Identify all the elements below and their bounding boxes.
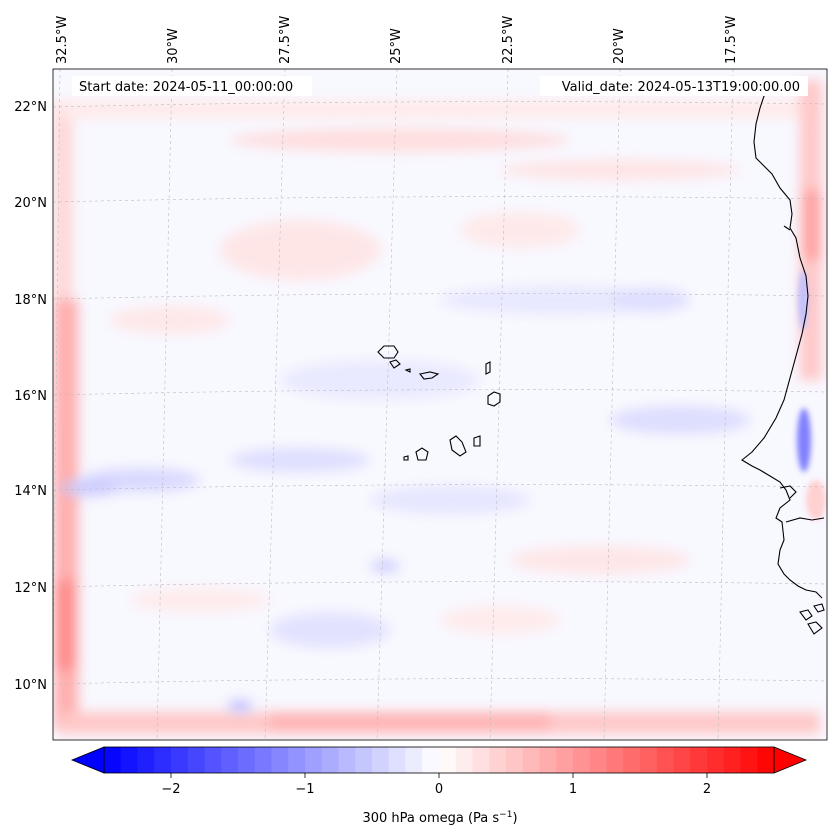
start-date-text: Start date: 2024-05-11_00:00:00 <box>79 80 293 95</box>
colorbar-tick-1: 1 <box>569 782 577 797</box>
colorbar-cell <box>137 747 155 773</box>
colorbar-cell <box>338 747 356 773</box>
lat-label-22n: 22°N <box>14 100 47 115</box>
lon-label-27-5w: 27.5°W <box>278 16 293 64</box>
lon-label-30w: 30°W <box>166 28 181 64</box>
coastline <box>741 91 825 635</box>
colorbar-cell <box>723 747 742 773</box>
colorbar-cell <box>556 747 574 773</box>
lon-label-17-5w: 17.5°W <box>724 16 739 64</box>
omega-field <box>53 69 827 740</box>
lon-label-22-5w: 22.5°W <box>501 16 516 64</box>
start-date-box <box>72 76 312 96</box>
gambia-estuary <box>779 485 797 499</box>
colorbar-cell <box>405 747 423 773</box>
colorbar-cell <box>288 747 306 773</box>
colorbar-cell <box>757 747 775 773</box>
lon-label-25w: 25°W <box>389 28 404 64</box>
lat-label-10n: 10°N <box>14 678 47 693</box>
colorbar-cell <box>171 747 189 773</box>
colorbar-cell <box>455 747 474 773</box>
colorbar-cell <box>372 747 390 773</box>
colorbar-cell <box>589 747 608 773</box>
island-santo-antao <box>377 345 399 359</box>
colorbar-tick-minus1: −1 <box>295 782 314 797</box>
colorbar-cell <box>489 747 507 773</box>
africa-coast <box>741 91 823 599</box>
colorbar-cell <box>623 747 641 773</box>
colorbar-cell <box>355 747 373 773</box>
island-boa-vista <box>487 391 501 407</box>
colorbar-cell <box>238 747 256 773</box>
lat-label-16n: 16°N <box>14 389 47 404</box>
island-fogo <box>415 447 429 461</box>
lat-label-18n: 18°N <box>14 293 47 308</box>
colorbar-cell <box>254 747 273 773</box>
colorbar-cell <box>673 747 691 773</box>
valid-date-box <box>540 76 808 96</box>
colorbar-cell <box>439 747 457 773</box>
colorbar-cell <box>539 747 557 773</box>
island-sao-vicente <box>389 359 401 369</box>
colorbar-cell <box>271 747 289 773</box>
colorbar-cell <box>506 747 524 773</box>
colorbar-cell <box>573 747 591 773</box>
island-maio <box>473 435 481 447</box>
colorbar-tick-0: 0 <box>435 782 443 797</box>
colorbar-extend-high <box>773 746 808 774</box>
lon-label-32-5w: 32.5°W <box>55 16 70 64</box>
colorbar-cell <box>321 747 340 773</box>
colorbar: −2 −1 0 1 2 300 hPa omega (Pa s−1) <box>70 746 808 826</box>
colorbar-cells <box>104 747 775 773</box>
colorbar-cell <box>221 747 239 773</box>
colorbar-cell <box>656 747 675 773</box>
colorbar-tick-2: 2 <box>703 782 711 797</box>
island-brava <box>403 455 409 461</box>
lat-label-20n: 20°N <box>14 196 47 211</box>
colorbar-cell <box>522 747 541 773</box>
cape-verde-islands <box>377 345 501 461</box>
colorbar-cell <box>690 747 708 773</box>
colorbar-cell <box>740 747 758 773</box>
lon-label-20w: 20°W <box>612 28 627 64</box>
colorbar-cell <box>204 747 222 773</box>
anomaly-patches <box>60 128 750 712</box>
valid-date-text: Valid_date: 2024-05-13T19:00:00.00 <box>562 80 800 95</box>
colorbar-cell <box>472 747 490 773</box>
guinea-bissau-coast <box>785 517 825 523</box>
island-santa-luzia <box>404 368 411 373</box>
colorbar-cell <box>120 747 139 773</box>
island-sao-nicolau <box>419 371 440 380</box>
colorbar-cell <box>422 747 440 773</box>
map-frame <box>52 68 828 741</box>
lat-label-12n: 12°N <box>14 581 47 596</box>
colorbar-cell <box>606 747 624 773</box>
colorbar-cell <box>154 747 172 773</box>
colorbar-label: 300 hPa omega (Pa s−1) <box>362 810 517 826</box>
lat-label-14n: 14°N <box>14 484 47 499</box>
coastal-strong-patches <box>797 270 826 520</box>
bijagos-islands <box>799 603 825 635</box>
colorbar-ticks <box>170 773 708 778</box>
colorbar-cell <box>388 747 407 773</box>
colorbar-extend-low <box>70 746 105 774</box>
island-sal <box>485 361 491 375</box>
colorbar-cell <box>305 747 323 773</box>
longitude-labels: 32.5°W 30°W 27.5°W 25°W 22.5°W 20°W 17.5… <box>55 16 739 64</box>
colorbar-tick-minus2: −2 <box>161 782 180 797</box>
latitude-labels: 22°N 20°N 18°N 16°N 14°N 12°N 10°N <box>14 100 47 693</box>
colorbar-cell <box>187 747 206 773</box>
colorbar-cell <box>104 747 122 773</box>
colorbar-cell <box>640 747 658 773</box>
island-santiago <box>449 435 467 457</box>
colorbar-cell <box>707 747 725 773</box>
